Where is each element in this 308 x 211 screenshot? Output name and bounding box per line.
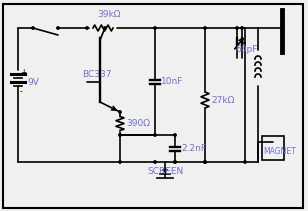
Circle shape xyxy=(204,27,206,29)
Circle shape xyxy=(154,161,156,163)
Text: BC337: BC337 xyxy=(82,69,111,78)
Circle shape xyxy=(174,161,176,163)
Circle shape xyxy=(119,161,121,163)
Bar xyxy=(262,136,284,160)
FancyBboxPatch shape xyxy=(3,4,303,208)
Circle shape xyxy=(204,161,206,163)
Text: 27kΩ: 27kΩ xyxy=(211,96,234,104)
Circle shape xyxy=(174,161,176,163)
Text: 390Ω: 390Ω xyxy=(126,119,150,128)
Circle shape xyxy=(154,134,156,136)
Circle shape xyxy=(57,27,59,29)
Text: -: - xyxy=(20,88,23,96)
Circle shape xyxy=(174,134,176,136)
Circle shape xyxy=(154,27,156,29)
Text: 60pF: 60pF xyxy=(235,45,257,54)
Text: 2.2nF: 2.2nF xyxy=(181,144,206,153)
Circle shape xyxy=(32,27,34,29)
Text: +: + xyxy=(20,68,26,77)
Text: MAGNET: MAGNET xyxy=(263,147,296,157)
Circle shape xyxy=(244,161,246,163)
Text: 10nF: 10nF xyxy=(161,77,183,86)
Circle shape xyxy=(86,27,88,29)
Circle shape xyxy=(119,134,121,136)
Circle shape xyxy=(104,27,106,29)
Text: 39kΩ: 39kΩ xyxy=(97,10,121,19)
Circle shape xyxy=(204,161,206,163)
Circle shape xyxy=(241,27,243,29)
Circle shape xyxy=(119,111,121,113)
Circle shape xyxy=(236,27,238,29)
Text: 9V: 9V xyxy=(27,77,39,87)
Text: SCREEN: SCREEN xyxy=(147,167,183,176)
